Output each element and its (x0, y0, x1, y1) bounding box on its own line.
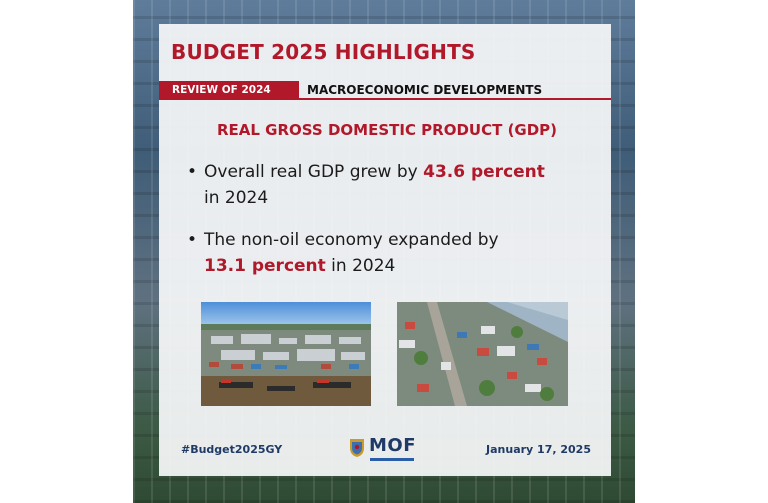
content-panel: BUDGET 2025 HIGHLIGHTS REVIEW OF 2024 MA… (159, 24, 611, 476)
bullet-text-before: The non-oil economy expanded by (204, 230, 499, 250)
gdp-heading: REAL GROSS DOMESTIC PRODUCT (GDP) (217, 121, 558, 139)
aerial-city-photo (397, 302, 568, 406)
bullet-text: Overall real GDP grew by 43.6 percent in… (204, 159, 545, 211)
review-tag: REVIEW OF 2024 (159, 81, 299, 99)
bullet-highlight-value: 43.6 percent (423, 162, 545, 182)
bullet-text-after: in 2024 (325, 256, 396, 276)
section-label: MACROECONOMIC DEVELOPMENTS (307, 83, 543, 97)
release-date: January 17, 2025 (486, 443, 591, 456)
logo-strip (370, 458, 414, 461)
hashtag: #Budget2025GY (181, 443, 283, 456)
bullet-dot-icon: • (187, 162, 198, 182)
subheader-bar: REVIEW OF 2024 MACROECONOMIC DEVELOPMENT… (159, 81, 611, 100)
bullet-text-after: in 2024 (204, 188, 269, 208)
red-rule-line (159, 98, 611, 100)
poster-title: BUDGET 2025 HIGHLIGHTS (171, 40, 476, 64)
coat-of-arms-icon (350, 439, 364, 457)
bullet-text-before: Overall real GDP grew by (204, 162, 424, 182)
bullet-highlight-value: 13.1 percent (204, 256, 326, 276)
logo-text: MOF (369, 435, 417, 456)
bullet-text: The non-oil economy expanded by 13.1 per… (204, 227, 499, 279)
mof-logo: MOF (347, 432, 417, 464)
aerial-port-photo (201, 302, 371, 406)
budget-poster: BUDGET 2025 HIGHLIGHTS REVIEW OF 2024 MA… (133, 0, 635, 503)
bullet-dot-icon: • (187, 230, 198, 250)
